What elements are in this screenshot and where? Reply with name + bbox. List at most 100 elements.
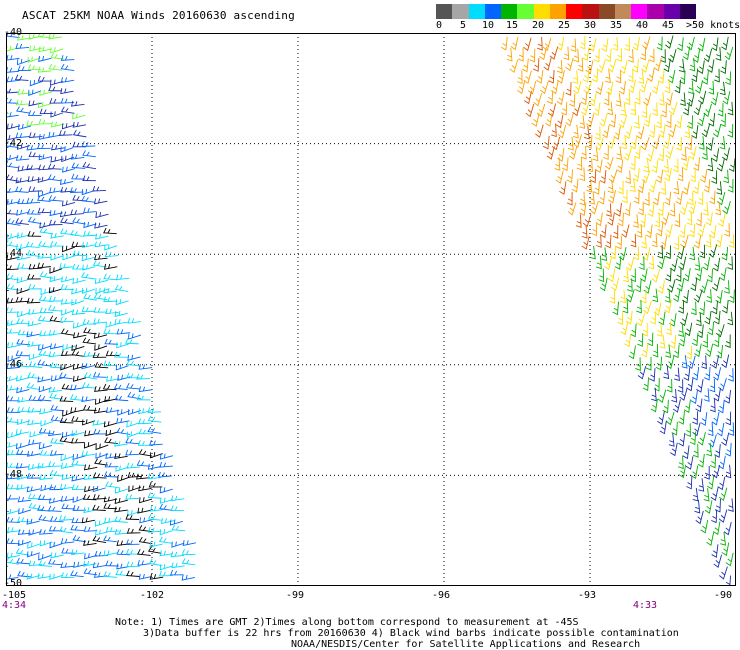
wind-barb — [699, 280, 709, 294]
wind-barb — [706, 289, 712, 303]
wind-barb — [704, 366, 711, 381]
wind-barb — [641, 235, 647, 249]
wind-barb — [92, 371, 107, 378]
wind-barb — [50, 362, 64, 369]
wind-barb — [92, 493, 107, 500]
wind-barb — [693, 289, 703, 303]
wind-barb — [529, 48, 536, 63]
wind-barb — [695, 312, 702, 327]
wind-barb — [38, 528, 53, 535]
wind-barb — [647, 332, 654, 347]
wind-barb — [71, 349, 86, 357]
wind-barb — [643, 158, 650, 173]
wind-barb — [125, 493, 139, 500]
wind-barb — [619, 60, 628, 74]
wind-barb — [103, 550, 117, 557]
wind-barb — [138, 497, 153, 504]
wind-barb — [563, 46, 570, 61]
wind-barb — [126, 527, 141, 534]
wind-barb — [682, 181, 690, 196]
wind-barb — [38, 386, 52, 393]
wind-barb — [158, 471, 172, 478]
wind-barb — [83, 230, 97, 237]
wind-barb — [94, 241, 109, 248]
wind-barb — [680, 147, 687, 161]
wind-barb — [126, 561, 141, 568]
wind-barb — [27, 176, 41, 183]
wind-barb — [6, 327, 19, 334]
wind-barb — [126, 431, 140, 438]
wind-barb — [148, 481, 163, 488]
wind-barb — [26, 473, 41, 479]
wind-barb — [114, 487, 128, 494]
wind-barb — [717, 103, 724, 117]
wind-barb — [48, 461, 62, 467]
wind-barb — [29, 45, 43, 52]
wind-barb — [691, 332, 699, 347]
wind-barb — [589, 245, 596, 260]
wind-barb — [686, 345, 693, 360]
wind-barb — [704, 466, 710, 480]
wind-barb — [95, 452, 109, 459]
wind-barb — [713, 554, 723, 568]
wind-barb — [624, 37, 630, 52]
wind-barb — [61, 383, 76, 391]
wind-barb — [594, 126, 601, 141]
wind-barb — [159, 497, 174, 504]
wind-barb — [94, 198, 108, 205]
wind-barb — [28, 283, 42, 290]
wind-barb — [103, 471, 118, 478]
wind-barb — [721, 354, 730, 369]
wind-barb — [147, 463, 162, 470]
wind-barb — [677, 167, 684, 182]
wind-barb — [572, 70, 579, 84]
wind-barb — [665, 114, 672, 128]
wind-barb — [83, 293, 97, 301]
wind-barb — [7, 432, 21, 439]
wind-barb — [549, 46, 559, 60]
wind-barb — [664, 191, 672, 206]
wind-barb — [711, 170, 718, 185]
colorbar-swatch — [679, 4, 696, 19]
wind-barb — [634, 91, 641, 105]
wind-barb — [656, 36, 663, 51]
wind-barb — [708, 112, 716, 127]
latitude-tick-label: -40 — [4, 27, 23, 38]
wind-barb — [39, 449, 54, 456]
wind-barb — [657, 70, 665, 84]
wind-barb — [675, 114, 683, 129]
colorbar-label: 35 — [610, 20, 623, 31]
wind-barb — [664, 223, 673, 238]
wind-barb — [695, 398, 703, 413]
wind-barb — [678, 411, 685, 425]
wind-barb — [93, 292, 108, 301]
longitude-tick-label: -102 — [140, 590, 165, 601]
wind-barb — [59, 211, 74, 218]
wind-barb — [61, 503, 76, 510]
wind-barb — [690, 277, 698, 292]
wind-barb — [605, 234, 612, 249]
wind-barb — [721, 36, 729, 51]
wind-barb — [48, 63, 63, 71]
wind-barb — [71, 459, 85, 466]
wind-barb — [126, 382, 140, 390]
wind-barb — [83, 351, 97, 357]
longitude-tick-label: -96 — [432, 590, 451, 601]
wind-barb — [48, 386, 63, 393]
colorbar-label: 30 — [584, 20, 597, 31]
wind-barb — [628, 79, 636, 94]
wind-barb — [103, 263, 118, 270]
wind-barb — [653, 302, 662, 316]
wind-barb — [536, 103, 546, 118]
wind-barb — [618, 114, 628, 129]
wind-barb — [664, 167, 672, 182]
wind-barb — [70, 549, 85, 556]
wind-barb — [683, 268, 691, 282]
wind-barb — [727, 256, 733, 271]
wind-barb — [719, 113, 726, 128]
wind-barb — [621, 224, 630, 238]
wind-barb — [17, 496, 32, 503]
figure-notes: Note: 1) Times are GMT 2)Times along bot… — [115, 617, 679, 650]
wind-barb — [51, 144, 65, 151]
